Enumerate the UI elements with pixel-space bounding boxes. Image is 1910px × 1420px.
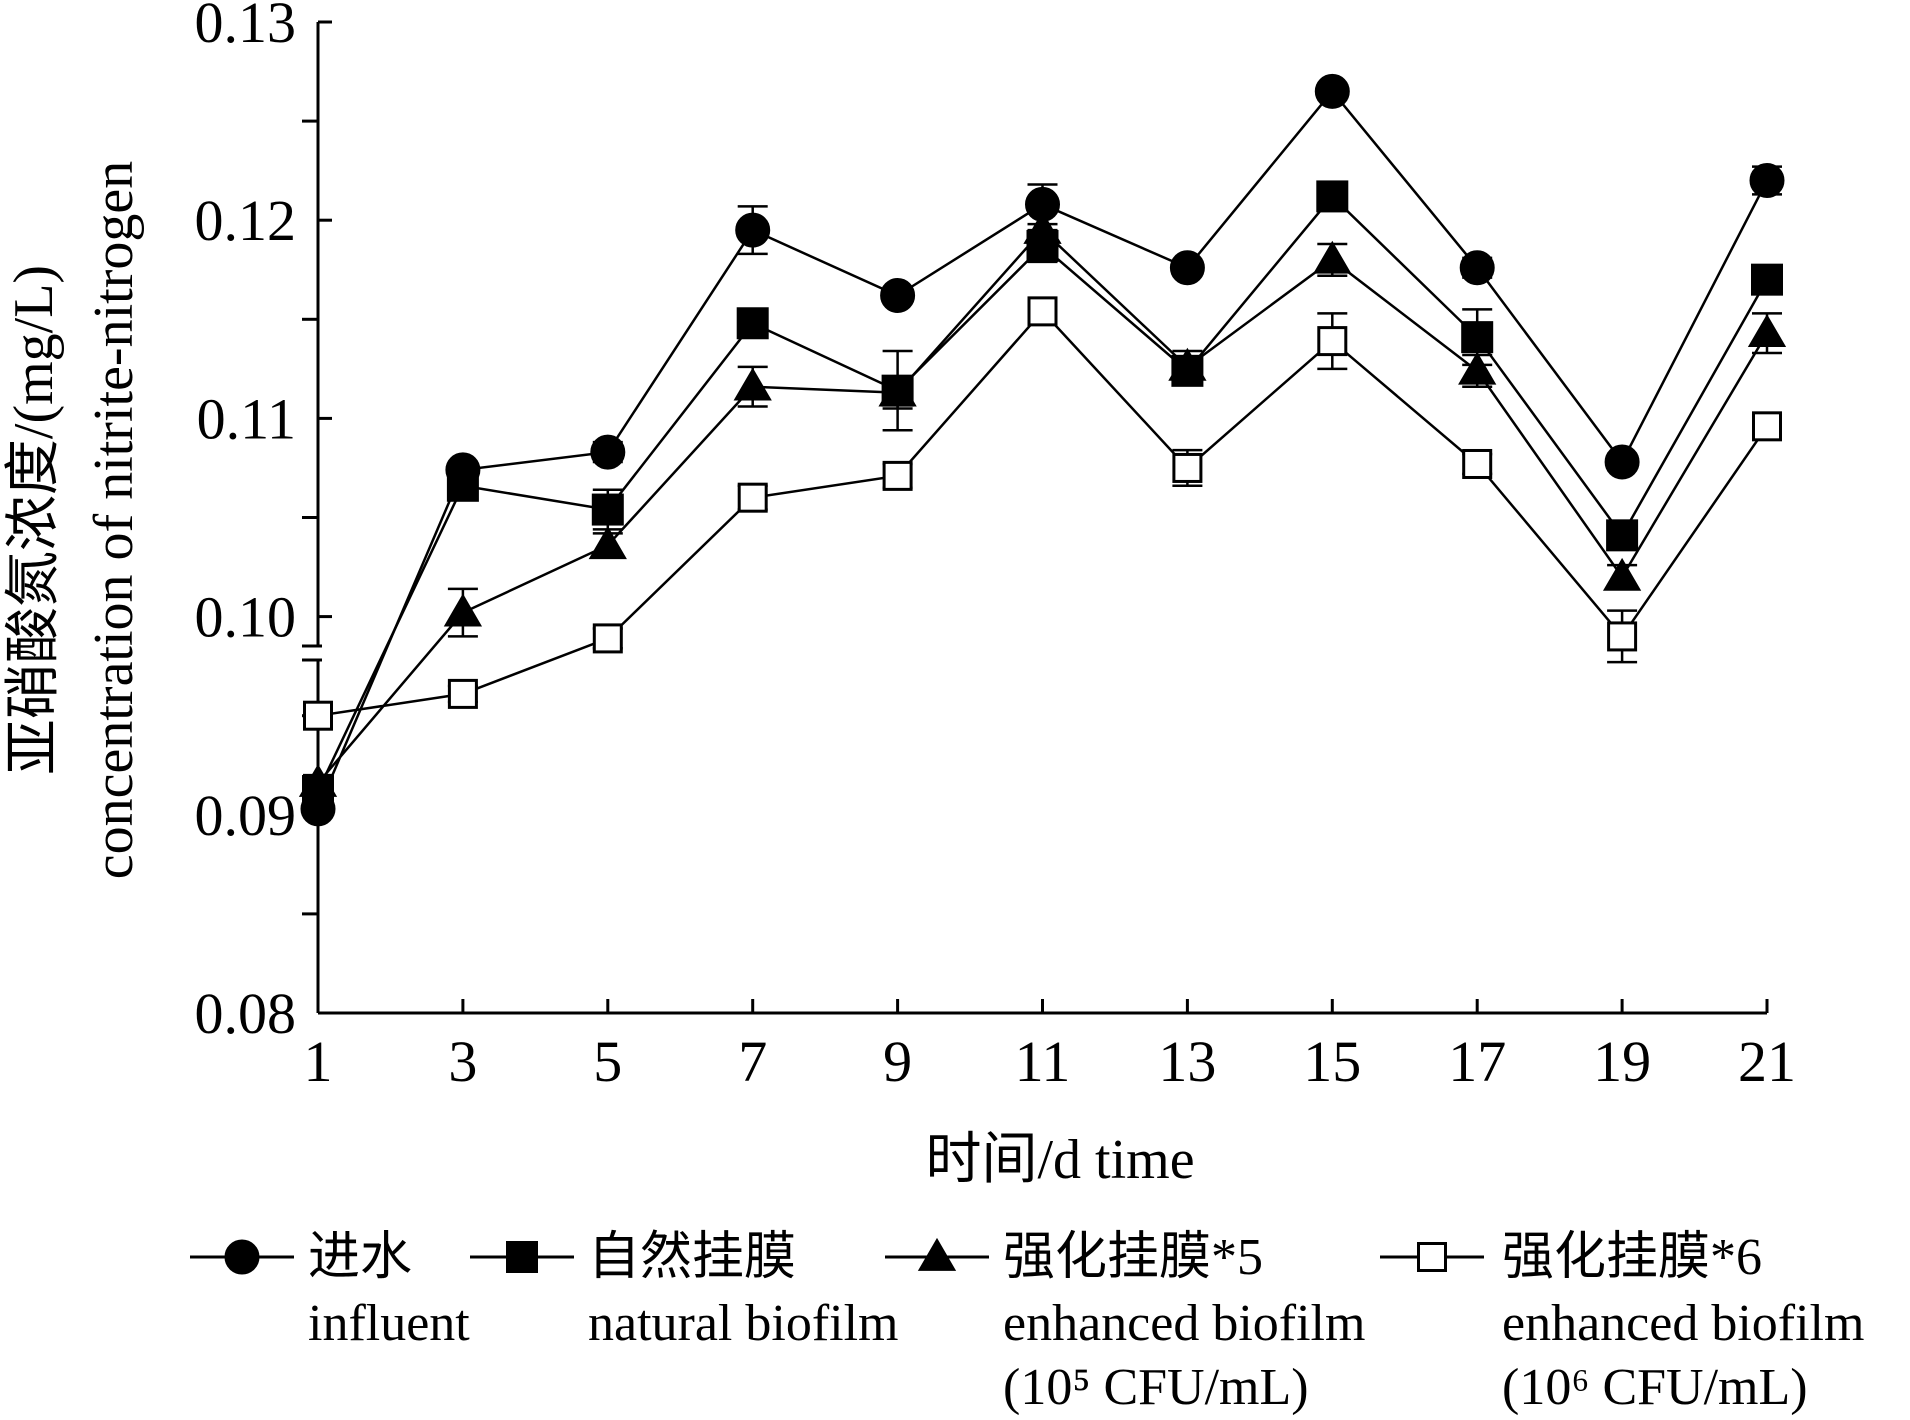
data-point <box>1169 250 1205 286</box>
x-tick-label: 17 <box>1448 1029 1506 1094</box>
series-4 <box>303 296 1782 731</box>
data-point <box>1606 519 1639 552</box>
data-point <box>443 593 483 627</box>
data-point <box>1459 250 1495 286</box>
y-tick-label: 0.08 <box>195 981 297 1046</box>
y-tick-label: 0.09 <box>195 783 297 848</box>
data-point <box>591 493 624 526</box>
data-point <box>590 434 626 470</box>
y-axis-title-line1: 亚硝酸氮浓度/(mg/L) <box>3 265 65 775</box>
data-point <box>592 623 623 654</box>
x-tick-label: 19 <box>1593 1029 1651 1094</box>
data-point <box>298 763 338 797</box>
legend-label-en: influent <box>308 1295 470 1352</box>
data-point <box>1461 321 1494 354</box>
data-point <box>880 278 916 314</box>
axes: 0.080.090.100.110.120.131 3 5 7 9 11 13 15 17 19 2… <box>3 0 1796 1191</box>
data-point <box>736 307 769 340</box>
data-point <box>1604 444 1640 480</box>
data-point <box>1751 263 1783 296</box>
legend-entry-3: 强化挂膜*5 enhanced biofilm (10⁵ CFU/mL) <box>885 1229 1365 1416</box>
data-point <box>303 700 333 731</box>
data-point <box>1172 452 1203 483</box>
legend-label-en: enhanced biofilm <box>1502 1295 1864 1352</box>
data-point <box>1023 211 1062 244</box>
data-point <box>1317 326 1348 357</box>
data-point <box>1602 557 1642 591</box>
data-point <box>1752 411 1782 442</box>
data-point <box>588 526 627 560</box>
data-point <box>1314 73 1350 109</box>
legend-label-extra: (10⁵ CFU/mL) <box>1003 1359 1309 1416</box>
legend-entry-2: 自然挂膜 natural biofilm <box>470 1229 898 1352</box>
x-tick-label: 5 <box>593 1029 622 1094</box>
legend-marker <box>1417 1242 1447 1272</box>
data-point <box>1316 180 1349 213</box>
x-tick-label: 15 <box>1303 1029 1361 1094</box>
data-point <box>1749 163 1785 199</box>
x-tick-label: 11 <box>1015 1029 1071 1094</box>
data-point <box>1607 621 1638 652</box>
legend-label-en: enhanced biofilm <box>1003 1295 1365 1352</box>
legend: 进水 influent 自然挂膜 natural biofilm 强化挂膜*5 enhan… <box>190 1229 1864 1416</box>
legend-marker <box>506 1241 538 1273</box>
series-2 <box>302 180 1783 808</box>
data-point <box>882 460 913 491</box>
data-point <box>1747 314 1787 347</box>
series-3 <box>298 211 1787 797</box>
x-tick-label: 7 <box>738 1029 767 1094</box>
data-point <box>878 373 917 407</box>
legend-label-zh: 强化挂膜*6 <box>1502 1229 1762 1286</box>
x-axis-title: 时间/d time <box>925 1129 1194 1191</box>
legend-label-en: natural biofilm <box>588 1295 898 1352</box>
series-1 <box>300 73 1785 827</box>
data-point <box>1027 296 1058 327</box>
legend-entry-4: 强化挂膜*6 enhanced biofilm (10⁶ CFU/mL) <box>1380 1229 1864 1416</box>
legend-label-zh: 强化挂膜*5 <box>1003 1229 1263 1286</box>
data-point <box>737 482 768 513</box>
data-point <box>1458 351 1497 385</box>
y-axis-title-line2: concentration of nitrite-nitrogen <box>83 161 145 879</box>
x-tick-label: 21 <box>1738 1029 1796 1094</box>
data-point <box>447 678 478 709</box>
x-tick-label: 9 <box>883 1029 912 1094</box>
x-tick-label: 1 <box>304 1029 333 1094</box>
data-point <box>1168 347 1207 381</box>
series-line <box>316 194 1769 792</box>
data-point <box>735 212 771 248</box>
legend-label-zh: 进水 <box>308 1229 412 1286</box>
legend-label-extra: (10⁶ CFU/mL) <box>1502 1359 1808 1416</box>
y-tick-label: 0.13 <box>195 0 297 55</box>
legend-marker <box>224 1239 260 1275</box>
y-tick-label: 0.12 <box>195 188 297 253</box>
y-tick-label: 0.11 <box>197 386 296 451</box>
x-tick-label: 13 <box>1158 1029 1216 1094</box>
data-point <box>1462 448 1493 479</box>
data-point <box>1313 240 1352 274</box>
series-line <box>317 309 1769 717</box>
data-point <box>446 469 479 502</box>
series-layer <box>298 73 1787 827</box>
legend-entry-1: 进水 influent <box>190 1229 470 1352</box>
legend-marker <box>917 1237 957 1271</box>
x-tick-label: 3 <box>448 1029 477 1094</box>
legend-label-zh: 自然挂膜 <box>588 1229 796 1286</box>
data-point <box>733 367 772 401</box>
y-tick-label: 0.10 <box>195 585 297 650</box>
